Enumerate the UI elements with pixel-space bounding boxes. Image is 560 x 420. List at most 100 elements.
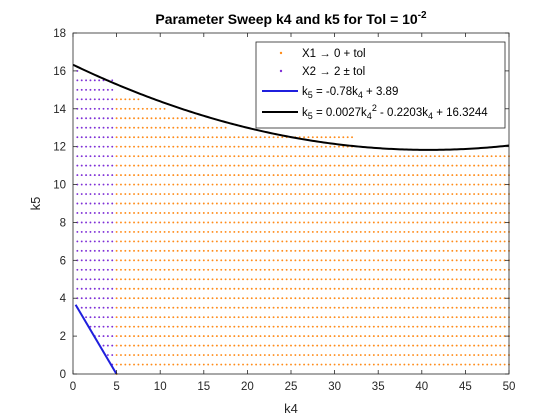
- x1-point: [420, 268, 423, 271]
- x1-point: [486, 202, 489, 205]
- x1-point: [176, 193, 179, 195]
- x1-point: [137, 297, 140, 300]
- x1-point: [150, 287, 153, 290]
- x2-point: [80, 117, 83, 120]
- x1-point: [447, 174, 449, 177]
- x1-point: [167, 325, 170, 328]
- x1-point: [320, 363, 323, 366]
- x1-point: [447, 354, 449, 357]
- x1-point: [329, 306, 332, 309]
- x1-point: [324, 221, 327, 224]
- x1-point: [141, 126, 144, 129]
- x1-point: [499, 335, 502, 338]
- x1-point: [351, 136, 353, 139]
- x1-point: [185, 363, 188, 366]
- x2-point: [98, 268, 101, 271]
- x1-point: [229, 221, 231, 224]
- x1-point: [124, 155, 127, 158]
- x1-point: [381, 278, 384, 281]
- x1-point: [176, 240, 179, 243]
- legend-label-quadratic-part: 4: [428, 111, 433, 121]
- x1-point: [276, 136, 279, 139]
- x1-point: [473, 164, 476, 167]
- x1-point: [250, 325, 253, 328]
- x1-point: [442, 268, 445, 271]
- x1-point: [494, 325, 497, 328]
- x1-point: [294, 268, 297, 271]
- x1-point: [385, 230, 388, 233]
- x1-point: [198, 145, 201, 148]
- x-tick-label: 25: [285, 381, 298, 393]
- x1-point: [455, 193, 458, 195]
- x1-point: [189, 221, 192, 224]
- x1-point: [137, 249, 140, 252]
- x1-point: [486, 316, 489, 319]
- x1-point: [499, 240, 502, 243]
- x1-point: [294, 249, 297, 252]
- x2-point: [111, 174, 114, 177]
- x1-point: [407, 193, 410, 195]
- x1-point: [294, 287, 297, 290]
- x1-point: [473, 306, 476, 309]
- x1-point: [255, 316, 258, 319]
- x1-point: [298, 306, 301, 309]
- x1-point: [237, 183, 240, 186]
- x2-point: [85, 174, 88, 177]
- x1-point: [477, 155, 480, 158]
- x2-point: [98, 155, 101, 158]
- x1-point: [211, 278, 214, 281]
- x1-point: [224, 155, 227, 158]
- x1-point: [194, 202, 197, 205]
- x1-point: [146, 117, 149, 120]
- x1-point: [281, 297, 284, 300]
- x1-point: [229, 145, 231, 148]
- x1-point: [390, 335, 393, 338]
- x1-point: [438, 193, 441, 195]
- x1-point: [128, 249, 131, 252]
- x1-point: [455, 155, 458, 158]
- x1-point: [141, 354, 144, 357]
- x2-point: [102, 335, 105, 338]
- x1-point: [351, 306, 353, 309]
- x1-point: [316, 145, 319, 148]
- x1-point: [399, 316, 401, 319]
- x1-point: [455, 259, 458, 262]
- x1-point: [486, 249, 489, 252]
- x1-point: [290, 287, 292, 290]
- x1-point: [263, 268, 266, 271]
- x2-point: [76, 145, 79, 148]
- x1-point: [351, 297, 353, 300]
- x1-point: [499, 259, 502, 262]
- x1-point: [242, 297, 244, 300]
- x1-point: [451, 259, 454, 262]
- x1-point: [351, 363, 353, 366]
- x1-point: [372, 202, 375, 205]
- x1-point: [246, 306, 249, 309]
- x1-point: [233, 287, 236, 290]
- x1-point: [473, 259, 476, 262]
- x1-point: [316, 363, 319, 366]
- x1-point: [385, 297, 388, 300]
- x1-point: [460, 278, 462, 281]
- x1-point: [368, 316, 371, 319]
- x1-point: [477, 325, 480, 328]
- x1-point: [442, 155, 445, 158]
- x1-point: [294, 174, 297, 177]
- x1-point: [460, 183, 462, 186]
- x1-point: [364, 183, 367, 186]
- x1-point: [128, 155, 131, 158]
- x1-point: [242, 268, 244, 271]
- x1-point: [207, 354, 210, 357]
- x1-point: [133, 202, 135, 205]
- x1-point: [390, 306, 393, 309]
- x1-point: [211, 344, 214, 347]
- x1-point: [303, 278, 306, 281]
- x1-point: [115, 155, 118, 158]
- x1-point: [390, 278, 393, 281]
- x1-point: [329, 287, 332, 290]
- x1-point: [377, 278, 380, 281]
- x1-point: [150, 212, 153, 214]
- x1-point: [120, 354, 122, 357]
- x1-point: [477, 316, 480, 319]
- x1-point: [246, 278, 249, 281]
